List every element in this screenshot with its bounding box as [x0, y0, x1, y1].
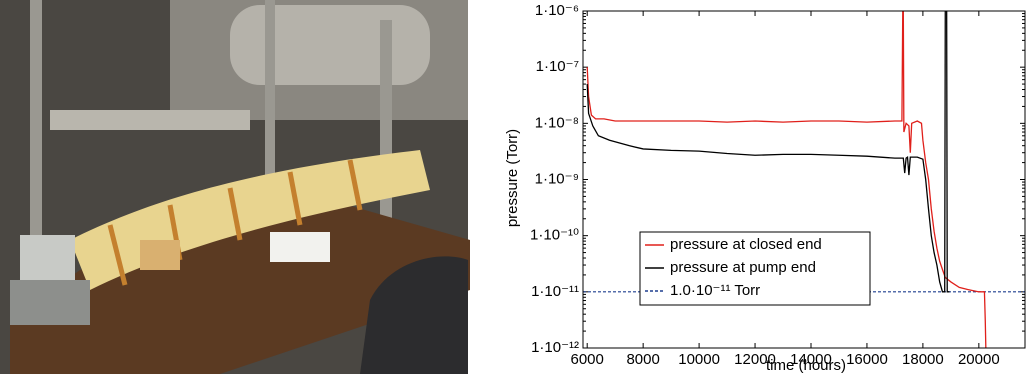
x-tick-label: 18000: [902, 351, 944, 368]
x-axis-label: time (hours): [766, 357, 846, 374]
data-line: [586, 11, 950, 293]
photo: [0, 0, 470, 374]
x-tick-label: 10000: [678, 351, 720, 368]
y-tick-label: 1·10⁻¹²: [531, 339, 579, 356]
x-tick-label: 8000: [626, 351, 659, 368]
plot-frame: [582, 10, 1026, 349]
legend-box: [639, 231, 871, 306]
data-line: [586, 11, 987, 348]
x-tick-label: 20000: [958, 351, 1000, 368]
x-tick-label: 14000: [790, 351, 832, 368]
x-tick-label: 6000: [571, 351, 604, 368]
y-tick-label: 1·10⁻¹⁰: [530, 227, 579, 244]
y-tick-label: 1·10⁻⁸: [535, 114, 579, 131]
x-tick-label: 16000: [846, 351, 888, 368]
x-tick-label: 12000: [734, 351, 776, 368]
y-axis-label: pressure (Torr): [504, 129, 521, 227]
y-tick-label: 1·10⁻¹¹: [531, 283, 579, 300]
y-tick-label: 1·10⁻⁷: [536, 58, 579, 75]
legend-label: pressure at pump end: [670, 259, 816, 276]
y-tick-label: 1·10⁻⁶: [535, 2, 579, 19]
legend: pressure at closed end pressure at pump e…: [639, 231, 871, 306]
y-tick-label: 1·10⁻⁹: [535, 170, 579, 187]
legend-label: pressure at closed end: [670, 236, 822, 253]
legend-label: 1.0·10⁻¹¹ Torr: [670, 282, 760, 299]
